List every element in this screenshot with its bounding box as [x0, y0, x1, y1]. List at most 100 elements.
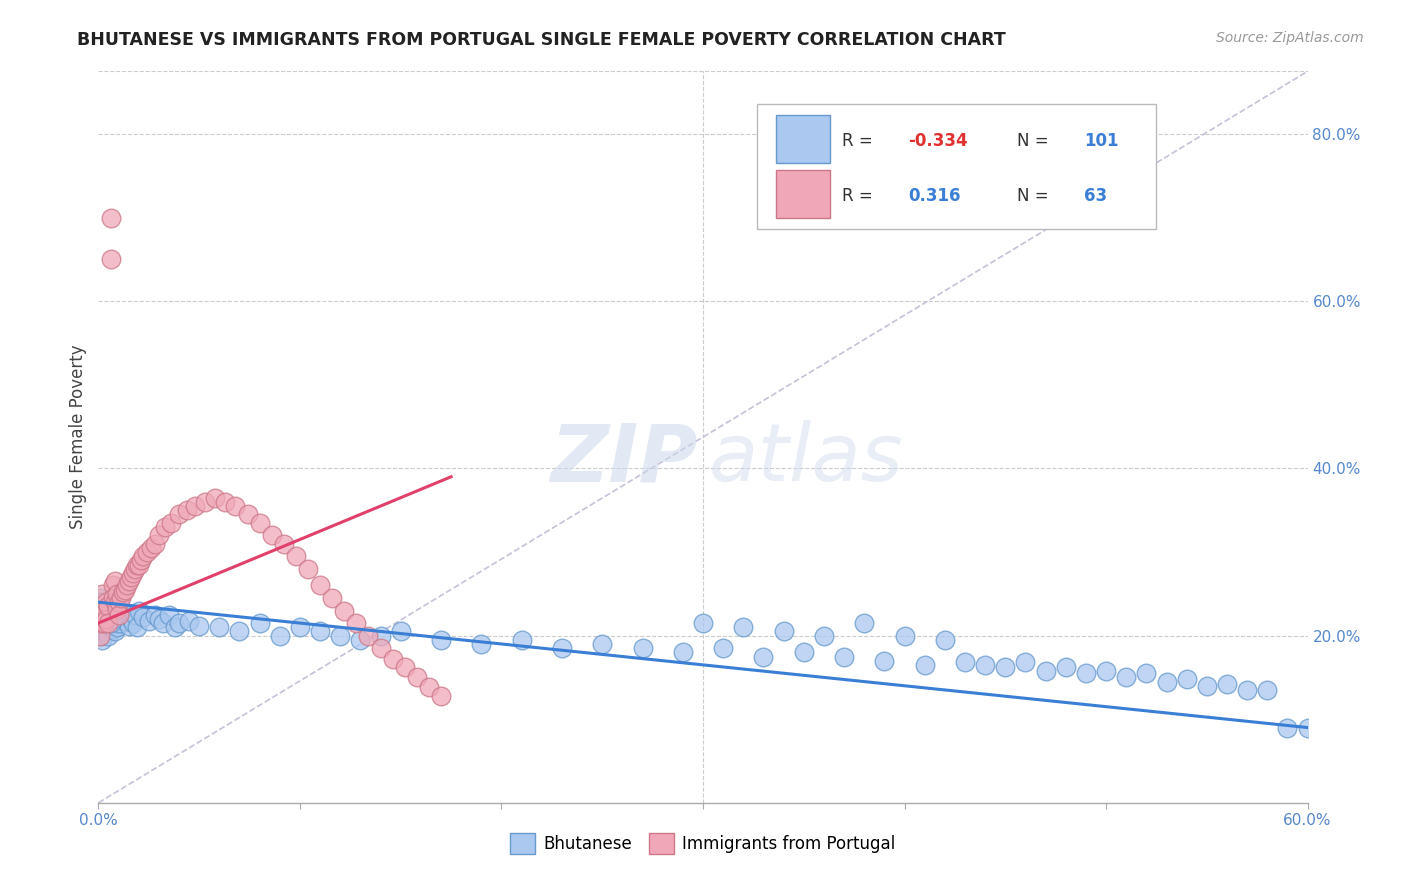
Text: N =: N = [1018, 132, 1054, 150]
Point [260, 528, 283, 542]
Point [89, 612, 111, 626]
Point [381, 652, 404, 666]
Point [100, 616, 122, 631]
Point [107, 607, 129, 622]
Point [91, 616, 114, 631]
Point [118, 574, 141, 589]
Point [349, 632, 371, 647]
Point [1277, 721, 1299, 735]
Point [672, 645, 695, 659]
Point [132, 549, 155, 564]
Point [204, 491, 226, 505]
Point [101, 612, 124, 626]
Point [813, 629, 835, 643]
Point [91, 632, 114, 647]
Point [139, 541, 162, 555]
Point [510, 632, 533, 647]
Point [129, 553, 152, 567]
Point [167, 508, 190, 522]
Point [100, 618, 122, 632]
Point [1135, 666, 1157, 681]
Point [1074, 666, 1097, 681]
Point [111, 610, 134, 624]
Point [103, 624, 125, 639]
Point [551, 641, 574, 656]
Point [114, 582, 136, 597]
Point [321, 591, 343, 605]
Point [405, 670, 427, 684]
Point [132, 610, 155, 624]
Point [793, 645, 815, 659]
Point [103, 595, 125, 609]
Point [344, 616, 367, 631]
Text: atlas: atlas [709, 420, 904, 498]
Point [124, 562, 146, 576]
Point [89, 629, 111, 643]
Point [103, 574, 125, 589]
Point [953, 656, 976, 670]
Point [893, 629, 915, 643]
Point [994, 660, 1017, 674]
Point [934, 632, 956, 647]
Point [752, 649, 775, 664]
Point [974, 657, 997, 672]
Point [273, 536, 295, 550]
Point [96, 614, 118, 628]
Point [107, 603, 129, 617]
Point [105, 612, 128, 626]
Point [1095, 664, 1118, 678]
Point [832, 649, 855, 664]
Point [631, 641, 654, 656]
Point [100, 211, 122, 225]
Point [370, 641, 392, 656]
Point [470, 637, 492, 651]
Point [179, 614, 201, 628]
Point [93, 603, 115, 617]
Point [1014, 656, 1036, 670]
Point [125, 620, 148, 634]
Point [157, 607, 180, 622]
Point [121, 616, 143, 631]
Point [309, 578, 332, 592]
Point [111, 585, 134, 599]
Point [914, 657, 936, 672]
Point [91, 603, 114, 617]
Point [93, 607, 115, 622]
Point [118, 618, 141, 632]
Bar [776, 170, 830, 218]
Point [853, 616, 876, 631]
Point [249, 516, 271, 530]
Point [91, 616, 114, 631]
Text: Source: ZipAtlas.com: Source: ZipAtlas.com [1216, 31, 1364, 45]
Point [110, 605, 132, 619]
Point [1256, 682, 1278, 697]
Point [194, 495, 217, 509]
Point [143, 536, 166, 550]
Text: 63: 63 [1084, 186, 1107, 204]
Point [93, 624, 115, 639]
Point [733, 620, 755, 634]
Point [96, 612, 118, 626]
Point [115, 578, 138, 592]
Point [1115, 670, 1137, 684]
Point [1216, 677, 1239, 691]
Point [184, 499, 207, 513]
Point [153, 520, 176, 534]
Point [160, 516, 183, 530]
Point [1296, 721, 1319, 735]
Point [114, 614, 136, 628]
Point [124, 607, 146, 622]
Point [329, 629, 352, 643]
Point [297, 562, 319, 576]
Point [1035, 664, 1057, 678]
Point [224, 499, 246, 513]
Text: 0.316: 0.316 [908, 186, 962, 204]
Point [176, 503, 198, 517]
Point [309, 624, 332, 639]
Point [188, 618, 211, 632]
Text: N =: N = [1018, 186, 1054, 204]
Legend: Bhutanese, Immigrants from Portugal: Bhutanese, Immigrants from Portugal [503, 827, 903, 860]
Point [269, 629, 291, 643]
Point [711, 641, 734, 656]
Point [288, 620, 311, 634]
